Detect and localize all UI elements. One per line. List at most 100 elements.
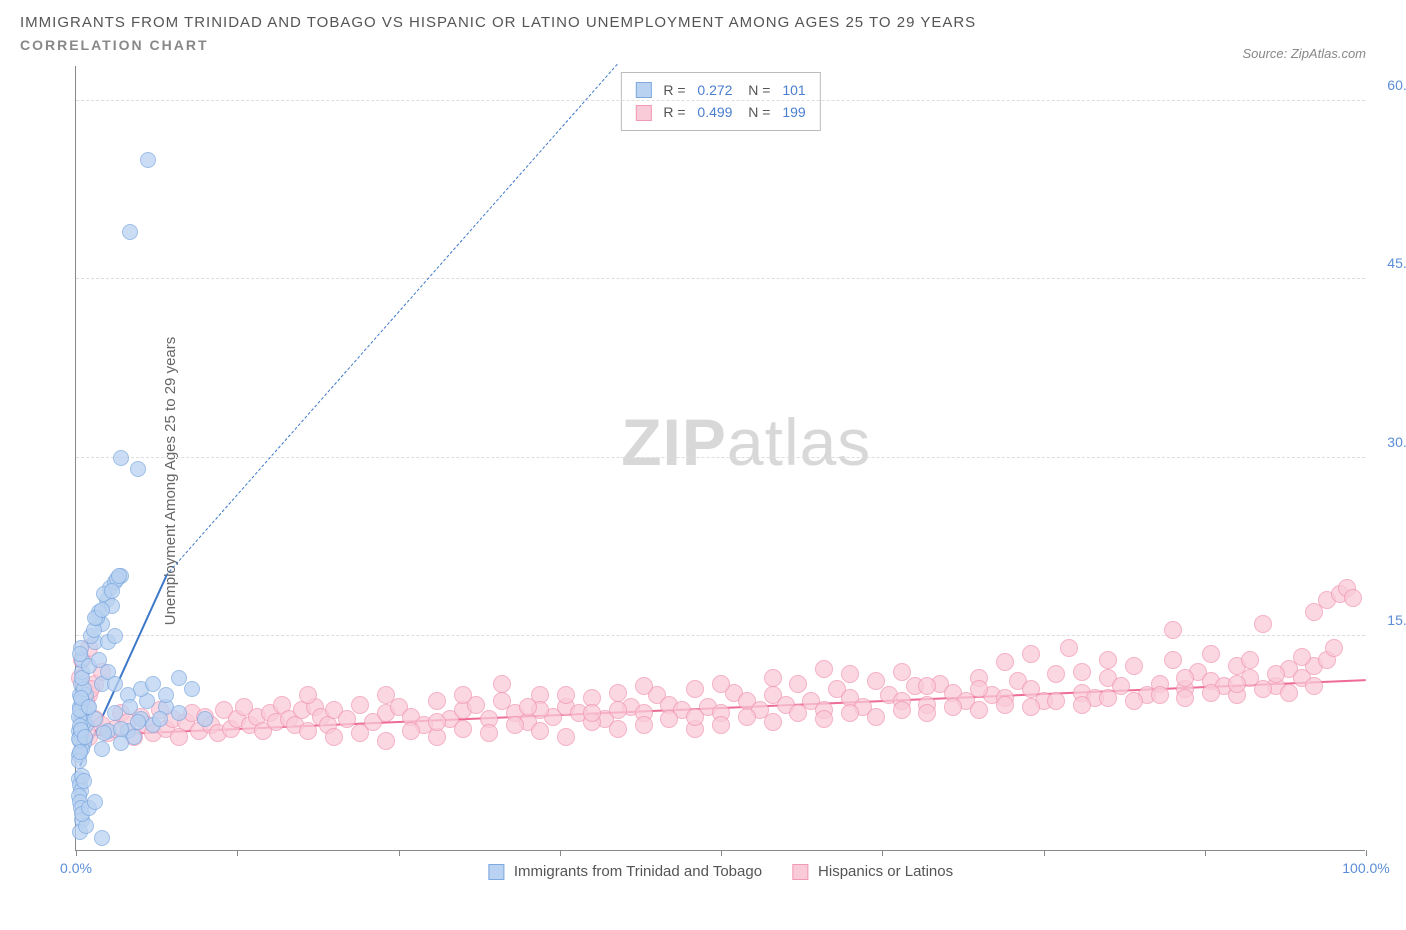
y-tick-label: 15.0% xyxy=(1372,612,1406,628)
data-point-series-b xyxy=(557,728,575,746)
y-tick-label: 30.0% xyxy=(1372,434,1406,450)
data-point-series-a xyxy=(107,628,123,644)
data-point-series-b xyxy=(1022,645,1040,663)
data-point-series-b xyxy=(1099,689,1117,707)
data-point-series-b xyxy=(1022,698,1040,716)
data-point-series-a xyxy=(107,705,123,721)
data-point-series-a xyxy=(140,152,156,168)
data-point-series-b xyxy=(635,716,653,734)
x-tick xyxy=(721,850,722,856)
data-point-series-b xyxy=(764,669,782,687)
data-point-series-a xyxy=(130,461,146,477)
data-point-series-b xyxy=(377,686,395,704)
data-point-series-b xyxy=(893,701,911,719)
data-point-series-b xyxy=(1047,665,1065,683)
data-point-series-b xyxy=(428,713,446,731)
data-point-series-b xyxy=(635,677,653,695)
data-point-series-a xyxy=(122,224,138,240)
data-point-series-b xyxy=(428,728,446,746)
data-point-series-b xyxy=(970,701,988,719)
data-point-series-b xyxy=(583,704,601,722)
data-point-series-a xyxy=(152,711,168,727)
data-point-series-a xyxy=(91,652,107,668)
data-point-series-b xyxy=(1060,639,1078,657)
data-point-series-b xyxy=(1164,621,1182,639)
data-point-series-a xyxy=(81,699,97,715)
data-point-series-b xyxy=(712,716,730,734)
data-point-series-b xyxy=(377,732,395,750)
data-point-series-b xyxy=(918,704,936,722)
data-point-series-a xyxy=(76,773,92,789)
data-point-series-b xyxy=(402,722,420,740)
data-point-series-b xyxy=(660,710,678,728)
data-point-series-a xyxy=(158,687,174,703)
data-point-series-b xyxy=(712,675,730,693)
data-point-series-b xyxy=(428,692,446,710)
data-point-series-b xyxy=(1073,696,1091,714)
data-point-series-b xyxy=(1125,692,1143,710)
data-point-series-a xyxy=(94,830,110,846)
data-point-series-b xyxy=(686,708,704,726)
swatch-series-b-icon xyxy=(792,864,808,880)
correlation-chart: Unemployment Among Ages 25 to 29 years Z… xyxy=(20,61,1386,901)
x-tick xyxy=(882,850,883,856)
swatch-series-a-icon xyxy=(488,864,504,880)
data-point-series-b xyxy=(1228,675,1246,693)
data-point-series-b xyxy=(893,663,911,681)
data-point-series-b xyxy=(686,680,704,698)
data-point-series-b xyxy=(815,710,833,728)
data-point-series-a xyxy=(72,744,88,760)
data-point-series-b xyxy=(1202,684,1220,702)
data-point-series-a xyxy=(171,670,187,686)
data-point-series-b xyxy=(325,728,343,746)
data-point-series-b xyxy=(1151,686,1169,704)
data-point-series-b xyxy=(996,696,1014,714)
data-point-series-b xyxy=(1125,657,1143,675)
x-tick xyxy=(399,850,400,856)
legend-row-series-a: R = 0.272 N = 101 xyxy=(635,79,805,101)
data-point-series-a xyxy=(171,705,187,721)
y-tick-label: 60.0% xyxy=(1372,77,1406,93)
data-point-series-b xyxy=(493,675,511,693)
legend-item-series-b: Hispanics or Latinos xyxy=(792,863,953,880)
data-point-series-b xyxy=(1344,589,1362,607)
data-point-series-a xyxy=(107,676,123,692)
data-point-series-b xyxy=(531,722,549,740)
data-point-series-a xyxy=(130,714,146,730)
x-tick xyxy=(1366,850,1367,856)
data-point-series-b xyxy=(841,704,859,722)
swatch-series-a xyxy=(635,82,651,98)
plot-area: ZIPatlas R = 0.272 N = 101 R = 0.499 N =… xyxy=(75,66,1365,851)
data-point-series-b xyxy=(351,724,369,742)
data-point-series-a xyxy=(87,794,103,810)
chart-subtitle: CORRELATION CHART xyxy=(20,37,209,53)
data-point-series-b xyxy=(1325,639,1343,657)
data-point-series-b xyxy=(1241,651,1259,669)
data-point-series-b xyxy=(1293,648,1311,666)
data-point-series-b xyxy=(1305,677,1323,695)
x-tick xyxy=(560,850,561,856)
gridline xyxy=(76,278,1365,279)
data-point-series-b xyxy=(918,677,936,695)
source-attribution: Source: ZipAtlas.com xyxy=(1242,46,1366,61)
swatch-series-b xyxy=(635,105,651,121)
data-point-series-b xyxy=(170,728,188,746)
data-point-series-b xyxy=(609,720,627,738)
data-point-series-b xyxy=(351,696,369,714)
data-point-series-a xyxy=(113,735,129,751)
data-point-series-b xyxy=(815,660,833,678)
data-point-series-b xyxy=(1099,651,1117,669)
data-point-series-b xyxy=(944,698,962,716)
data-point-series-a xyxy=(111,568,127,584)
data-point-series-b xyxy=(789,704,807,722)
y-tick-label: 45.0% xyxy=(1372,255,1406,271)
data-point-series-b xyxy=(1073,663,1091,681)
data-point-series-b xyxy=(764,713,782,731)
x-tick xyxy=(1205,850,1206,856)
data-point-series-b xyxy=(299,686,317,704)
data-point-series-a xyxy=(184,681,200,697)
data-point-series-b xyxy=(1254,615,1272,633)
correlation-legend: R = 0.272 N = 101 R = 0.499 N = 199 xyxy=(620,72,820,131)
data-point-series-b xyxy=(454,720,472,738)
data-point-series-b xyxy=(1267,665,1285,683)
